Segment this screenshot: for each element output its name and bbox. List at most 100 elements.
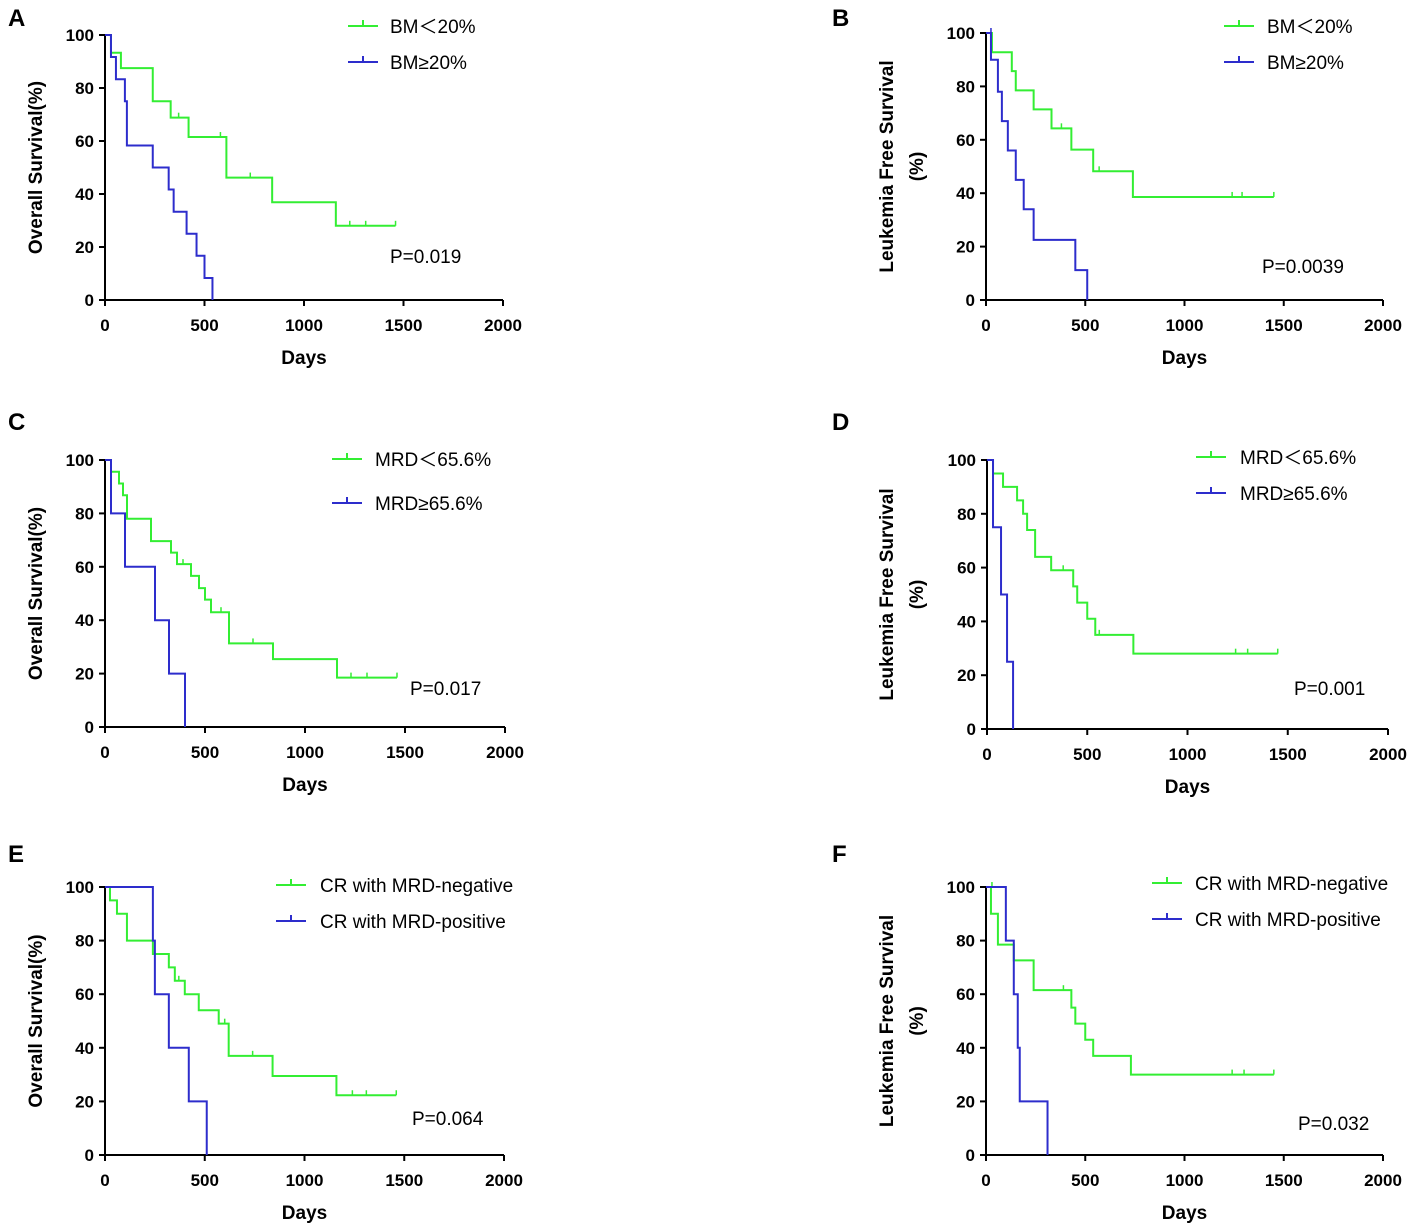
legend-label: BM≥20% [1267, 53, 1344, 74]
x-tick-label: 1000 [1166, 1171, 1204, 1190]
y-tick-label: 0 [966, 1146, 975, 1165]
y-tick-label: 60 [75, 558, 94, 577]
legend-label: BM＜20% [390, 17, 476, 38]
survival-curve-2 [105, 34, 214, 300]
survival-curve-2 [105, 886, 208, 1155]
survival-curve-2 [105, 459, 186, 727]
x-tick-label: 1500 [385, 316, 423, 335]
x-axis-title: Days [281, 348, 326, 369]
x-tick-label: 500 [190, 316, 218, 335]
x-tick-label: 1500 [1265, 316, 1303, 335]
x-tick-label: 1000 [286, 743, 324, 762]
y-tick-label: 20 [75, 665, 94, 684]
p-value: P=0.064 [412, 1109, 484, 1130]
y-tick-label: 80 [956, 77, 975, 96]
p-value: P=0.019 [390, 247, 461, 268]
x-tick-label: 0 [981, 1171, 990, 1190]
y-axis-title: Overall Survival(%) [26, 934, 47, 1107]
x-tick-label: 500 [191, 1171, 219, 1190]
y-tick-label: 60 [75, 132, 94, 151]
panel-letter: B [832, 5, 849, 32]
p-value: P=0.0039 [1262, 257, 1344, 278]
x-axis-title: Days [1165, 777, 1210, 798]
y-tick-label: 20 [956, 238, 975, 257]
y-axis-title: Leukemia Free Survival [877, 915, 898, 1127]
x-tick-label: 0 [100, 1171, 109, 1190]
x-axis-title: Days [1162, 348, 1207, 369]
y-tick-label: 20 [956, 1092, 975, 1111]
panel-a: A 0 500 1000 1500 2000 0 20 40 60 80 100 Days Overall… [8, 5, 522, 369]
x-tick-label: 0 [100, 743, 109, 762]
y-tick-label: 40 [956, 1039, 975, 1058]
y-tick-label: 20 [75, 238, 94, 257]
panel-letter: A [8, 5, 25, 32]
survival-curve-2 [986, 32, 1089, 300]
panel-letter: C [8, 409, 25, 436]
legend-label: CR with MRD-positive [320, 912, 506, 933]
y-tick-label: 80 [956, 932, 975, 951]
y-tick-label: 0 [967, 720, 976, 739]
legend-label: MRD≥65.6% [375, 494, 483, 515]
y-axis-title: (%) [907, 152, 928, 182]
survival-curve-1 [105, 459, 397, 679]
x-tick-label: 1500 [385, 1171, 423, 1190]
x-tick-label: 0 [982, 745, 991, 764]
y-axis-title: Leukemia Free Survival [877, 488, 898, 700]
panel-b: B 0 500 1000 1500 2000 0 20 40 60 80 100 Days Leukemi… [832, 5, 1402, 369]
y-tick-label: 40 [957, 612, 976, 631]
p-value: P=0.032 [1298, 1114, 1369, 1135]
y-tick-label: 40 [75, 611, 94, 630]
y-tick-label: 80 [957, 505, 976, 524]
survival-curve-1 [986, 32, 1274, 198]
y-tick-label: 100 [66, 26, 94, 45]
panel-letter: E [8, 841, 24, 868]
y-tick-label: 60 [957, 559, 976, 578]
y-tick-label: 40 [75, 185, 94, 204]
survival-curve-1 [986, 886, 1274, 1076]
x-tick-label: 500 [1071, 316, 1099, 335]
survival-curve-1 [105, 886, 397, 1097]
x-tick-label: 2000 [486, 743, 524, 762]
panel-f: F 0 500 1000 1500 2000 0 20 40 60 80 100 Days Leukemi… [832, 841, 1402, 1224]
y-tick-label: 0 [85, 718, 94, 737]
y-tick-label: 100 [947, 24, 975, 43]
panel-letter: D [832, 409, 849, 436]
x-tick-label: 1000 [285, 316, 323, 335]
x-tick-label: 2000 [1364, 316, 1402, 335]
x-tick-label: 1500 [1265, 1171, 1303, 1190]
p-value: P=0.001 [1294, 679, 1365, 700]
x-tick-label: 500 [1071, 1171, 1099, 1190]
legend-label: MRD＜65.6% [1240, 448, 1356, 469]
y-tick-label: 0 [85, 1146, 94, 1165]
survival-curve-2 [986, 886, 1049, 1155]
p-value: P=0.017 [410, 679, 481, 700]
y-tick-label: 100 [66, 878, 94, 897]
y-tick-label: 100 [66, 451, 94, 470]
survival-curve-2 [987, 459, 1015, 729]
y-tick-label: 20 [957, 666, 976, 685]
y-tick-label: 100 [948, 451, 976, 470]
y-tick-label: 80 [75, 932, 94, 951]
x-tick-label: 2000 [1364, 1171, 1402, 1190]
y-tick-label: 80 [75, 79, 94, 98]
y-tick-label: 60 [75, 985, 94, 1004]
y-tick-label: 100 [947, 878, 975, 897]
y-tick-label: 40 [956, 184, 975, 203]
y-axis-title: Overall Survival(%) [26, 81, 47, 254]
panel-c: C 0 500 1000 1500 2000 0 20 40 60 80 100 Days Overall… [8, 409, 524, 796]
x-tick-label: 1000 [286, 1171, 324, 1190]
y-axis-title: Leukemia Free Survival [877, 60, 898, 272]
y-tick-label: 80 [75, 504, 94, 523]
y-tick-label: 0 [85, 291, 94, 310]
x-axis-title: Days [282, 1203, 327, 1224]
x-tick-label: 0 [100, 316, 109, 335]
x-tick-label: 2000 [1369, 745, 1407, 764]
x-tick-label: 1000 [1166, 316, 1204, 335]
y-axis-title: (%) [907, 580, 928, 610]
survival-curve-1 [987, 459, 1278, 655]
x-tick-label: 0 [981, 316, 990, 335]
legend-label: BM＜20% [1267, 17, 1353, 38]
x-tick-label: 1500 [1269, 745, 1307, 764]
legend-label: MRD＜65.6% [375, 450, 491, 471]
legend-label: CR with MRD-positive [1195, 910, 1381, 931]
